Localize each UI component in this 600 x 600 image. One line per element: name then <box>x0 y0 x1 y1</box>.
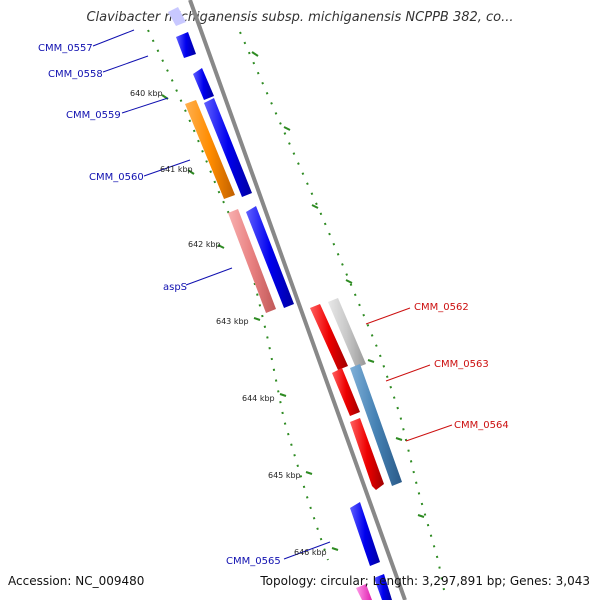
gene-cmm-0560[interactable] <box>185 100 235 199</box>
gene-labels[interactable]: CMM_0557 CMM_0558 CMM_0559 CMM_0560 aspS… <box>38 43 509 567</box>
gene-label-cmm-0563[interactable]: CMM_0563 <box>434 359 489 370</box>
gene-label-cmm-0559[interactable]: CMM_0559 <box>66 110 121 121</box>
gene-cmm-0564[interactable] <box>350 418 384 490</box>
gene-label-cmm-0560[interactable]: CMM_0560 <box>89 172 144 183</box>
gene-asps[interactable] <box>228 209 276 313</box>
gene-label-asps[interactable]: aspS <box>163 282 187 293</box>
gene-cmm-0562-red[interactable] <box>310 304 348 370</box>
gene-bottom-pink[interactable] <box>356 584 372 600</box>
gene-cmm-0563-steel[interactable] <box>350 364 402 486</box>
gene-cmm-0563[interactable] <box>332 368 360 416</box>
gene-label-cmm-0565[interactable]: CMM_0565 <box>226 556 281 567</box>
gene-asps-blue[interactable] <box>246 206 294 308</box>
gene-label-cmm-0562[interactable]: CMM_0562 <box>414 302 469 313</box>
gene-label-cmm-0564[interactable]: CMM_0564 <box>454 420 509 431</box>
tick-label: 644 kbp <box>242 394 275 403</box>
gene-top-pale[interactable] <box>168 7 186 26</box>
inner-tick-track <box>147 29 329 561</box>
gene-cmm-0562[interactable] <box>328 298 366 368</box>
tick-label: 641 kbp <box>160 165 193 174</box>
tick-label: 645 kbp <box>268 471 301 480</box>
tick-label: 643 kbp <box>216 317 249 326</box>
genome-backbone <box>188 0 407 600</box>
tick-labels: 640 kbp 641 kbp 642 kbp 643 kbp 644 kbp … <box>130 89 327 557</box>
gene-cmm-0565[interactable] <box>350 502 380 566</box>
outer-tick-track <box>239 31 445 591</box>
gene-label-cmm-0557[interactable]: CMM_0557 <box>38 43 93 54</box>
accession-text: Accession: NC_009480 <box>8 574 145 588</box>
gene-label-cmm-0558[interactable]: CMM_0558 <box>48 69 103 80</box>
major-ticks <box>161 51 425 551</box>
tick-label: 646 kbp <box>294 548 327 557</box>
gene-bottom-blue[interactable] <box>374 574 392 600</box>
label-connectors <box>92 29 453 560</box>
topology-text: Topology: circular; Length: 3,297,891 bp… <box>260 574 590 588</box>
tick-label: 640 kbp <box>130 89 163 98</box>
gene-cmm-0558[interactable] <box>193 68 214 100</box>
gene-cmm-0557[interactable] <box>176 32 196 58</box>
gene-cmm-0559[interactable] <box>204 98 252 197</box>
gene-features[interactable] <box>168 7 402 600</box>
tick-label: 642 kbp <box>188 240 221 249</box>
